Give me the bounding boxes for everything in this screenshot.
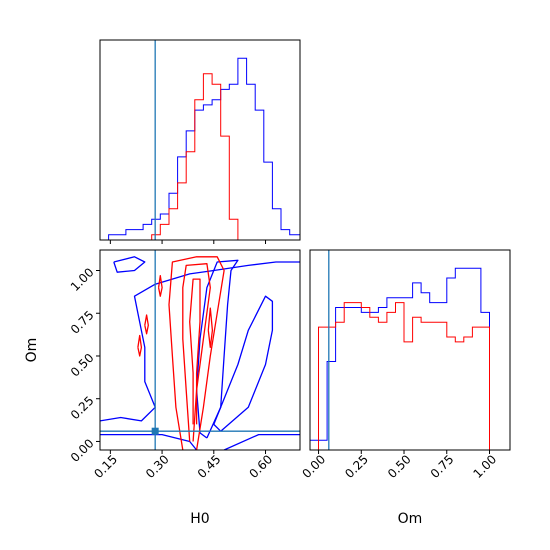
contour-ytick-label-1: 0.25 [68,393,97,422]
contour-series-1-line-1 [182,263,211,442]
om-marginal-xtick-label-3: 0.75 [428,452,457,481]
om-marginal-hist-series-0 [310,267,510,450]
h0-marginal-hist-series-1 [100,73,300,240]
contour-series-1-line-2 [189,278,201,425]
contour-xtick-label-3: 0.60 [246,452,275,481]
contour-ytick-label-2: 0.50 [68,351,97,380]
contour-frame [99,249,301,451]
om-marginal-xtick-label-2: 0.50 [385,452,414,481]
om-marginal-xtick-label-1: 0.25 [342,452,371,481]
contour-series-1-line-4 [157,274,163,297]
contour-xtick-label-1: 0.30 [143,452,172,481]
om-marginal-xtick-label-4: 1.00 [470,452,499,481]
contour-series-0-line-4 [113,256,146,273]
contour-series-1-line-6 [144,314,149,335]
contour-xtick-label-0: 0.15 [91,452,120,481]
om-marginal-plot-area [310,250,510,450]
h0-marginal-hist-series-0 [100,57,300,240]
contour-series-1-line-5 [137,334,143,357]
om-marginal-hist-series-1 [310,302,510,450]
contour-series-1-line-3 [207,307,214,349]
contour-ytick-label-3: 0.75 [68,308,97,337]
contour-series-1-line-0 [168,256,225,450]
contour-series-0-line-0 [100,261,300,422]
contour-plot-area [100,250,300,450]
contour-x-axis-label: H0 [190,511,209,527]
contour-truth-point [151,427,159,435]
h0-marginal-frame [99,39,301,241]
om-marginal-x-axis-label: Om [398,511,423,527]
contour-series-0-line-3 [213,295,274,432]
contour-ytick-label-0: 0.00 [68,436,97,465]
contour-xtick-label-2: 0.45 [195,452,224,481]
om-marginal-frame [309,249,511,451]
contour-y-axis-label: Om [24,338,40,363]
contour-ytick-label-4: 1.00 [68,265,97,294]
contour-series-0-line-1 [100,433,198,450]
contour-series-0-line-2 [223,433,300,450]
om-marginal-xtick-label-0: 0.00 [300,452,329,481]
h0-marginal-plot-area [100,40,300,240]
